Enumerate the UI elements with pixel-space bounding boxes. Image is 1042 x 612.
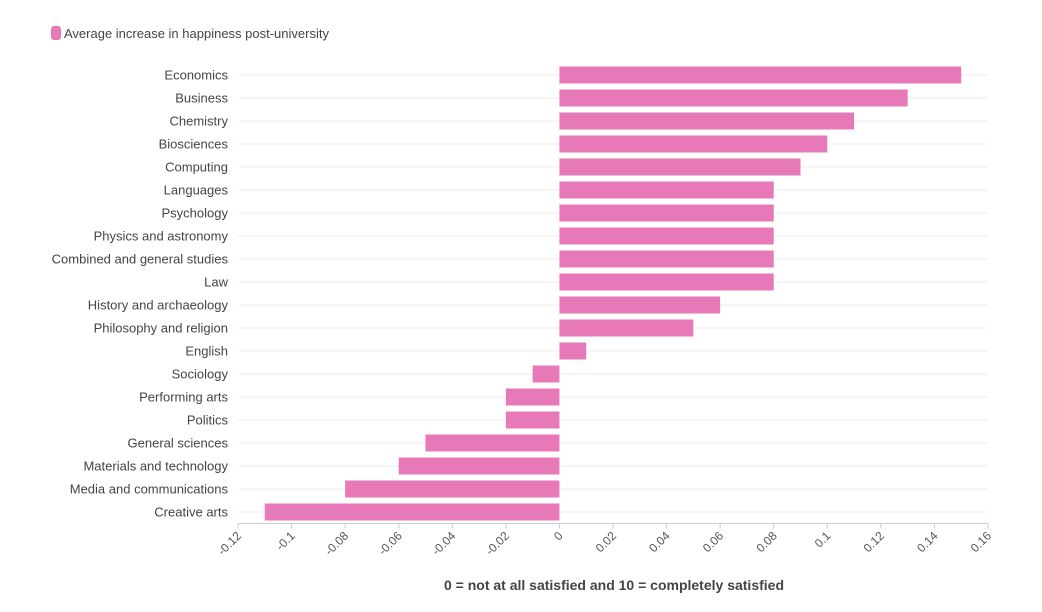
bar-business[interactable]: [559, 89, 908, 107]
legend-label: Average increase in happiness post-unive…: [64, 25, 329, 41]
category-label: Law: [204, 275, 228, 290]
x-tick-label: -0.08: [322, 528, 351, 557]
bar-biosciences[interactable]: [559, 135, 828, 153]
category-label: Philosophy and religion: [94, 321, 228, 336]
bar-history-and-archaeology[interactable]: [559, 296, 721, 314]
x-tick-label: 0.12: [861, 528, 888, 555]
bar-general-sciences[interactable]: [425, 434, 560, 452]
bar-combined-and-general-studies[interactable]: [559, 250, 774, 268]
category-label: Creative arts: [154, 505, 228, 520]
x-tick-label: -0.02: [483, 528, 512, 557]
bar-chemistry[interactable]: [559, 112, 855, 130]
x-tick-label: 0.02: [593, 528, 620, 555]
x-tick-label: -0.12: [215, 528, 244, 557]
x-tick-label: 0.04: [646, 528, 673, 555]
legend[interactable]: Average increase in happiness post-unive…: [51, 25, 329, 41]
x-tick-label: 0.08: [753, 528, 780, 555]
category-label: Physics and astronomy: [94, 229, 229, 244]
category-label: Media and communications: [70, 482, 229, 497]
category-label: Business: [175, 91, 228, 106]
category-label: Politics: [187, 413, 229, 428]
x-tick-label: 0.16: [968, 528, 995, 555]
bar-materials-and-technology[interactable]: [398, 457, 560, 475]
category-label: Materials and technology: [83, 459, 228, 474]
category-label: Sociology: [172, 367, 229, 382]
x-tick-label: 0.1: [812, 528, 834, 550]
category-label: Performing arts: [139, 390, 228, 405]
category-label: Biosciences: [159, 137, 229, 152]
bar-politics[interactable]: [505, 411, 560, 429]
legend-swatch: [51, 26, 61, 40]
bars: [264, 66, 962, 521]
x-tick-label: -0.06: [376, 528, 405, 557]
bar-sociology[interactable]: [532, 365, 560, 383]
x-tick-label: -0.1: [273, 528, 298, 553]
x-tick-label: -0.04: [429, 528, 458, 557]
bar-media-and-communications[interactable]: [345, 480, 560, 498]
bar-psychology[interactable]: [559, 204, 774, 222]
category-label: Economics: [164, 68, 228, 83]
category-labels: Economics Business Chemistry Biosciences Com…: [52, 68, 229, 520]
x-tick-label: 0.06: [700, 528, 727, 555]
x-tick-label: 0: [551, 529, 566, 544]
bar-economics[interactable]: [559, 66, 962, 84]
bar-computing[interactable]: [559, 158, 801, 176]
category-label: History and archaeology: [88, 298, 229, 313]
category-label: Psychology: [162, 206, 229, 221]
bar-law[interactable]: [559, 273, 774, 291]
category-label: English: [185, 344, 228, 359]
bar-philosophy-and-religion[interactable]: [559, 319, 694, 337]
x-axis-title: 0 = not at all satisfied and 10 = comple…: [444, 577, 784, 593]
bar-creative-arts[interactable]: [264, 503, 560, 521]
x-tick-label: 0.14: [914, 528, 941, 555]
bar-english[interactable]: [559, 342, 587, 360]
bar-physics-and-astronomy[interactable]: [559, 227, 774, 245]
x-axis: -0.12 -0.1 -0.08 -0.06 -0.04 -0.02 0 0.02 0.04 0.…: [215, 523, 995, 558]
category-label: Computing: [165, 160, 228, 175]
category-label: Languages: [164, 183, 229, 198]
category-label: Combined and general studies: [52, 252, 229, 267]
bar-languages[interactable]: [559, 181, 774, 199]
bar-performing-arts[interactable]: [505, 388, 560, 406]
category-label: General sciences: [128, 436, 229, 451]
category-label: Chemistry: [169, 114, 228, 129]
